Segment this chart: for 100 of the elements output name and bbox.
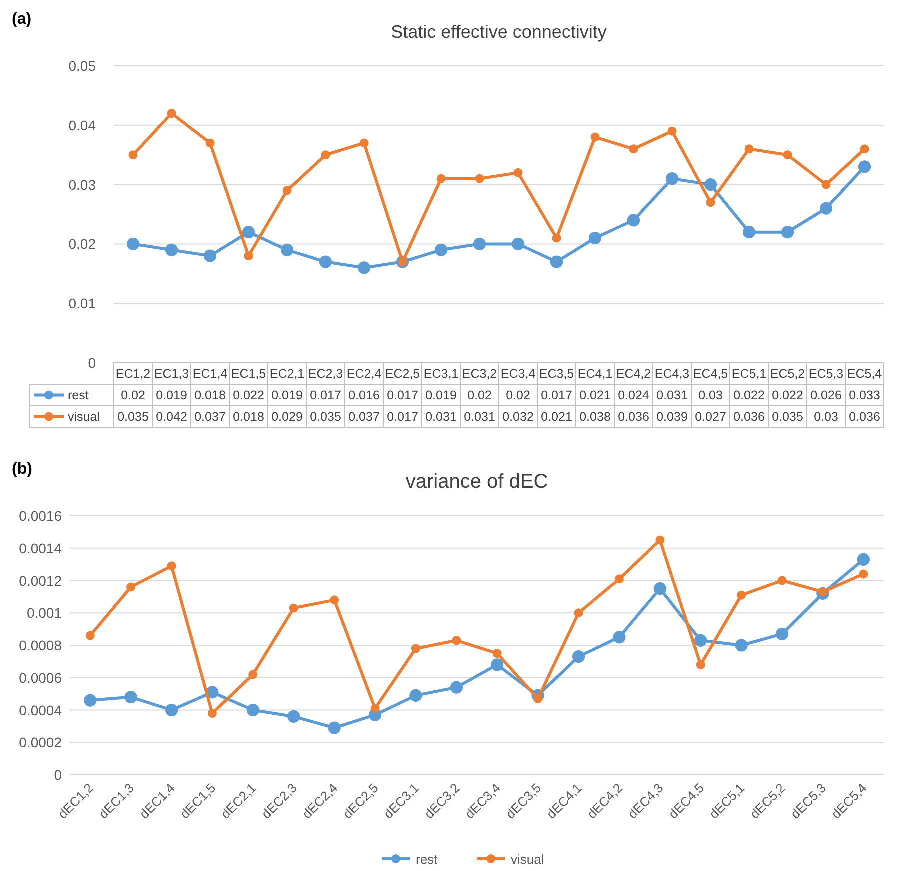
y-tick-label: 0.0012 bbox=[19, 572, 62, 589]
data-label: 0.029 bbox=[272, 410, 303, 424]
point bbox=[550, 256, 564, 268]
point bbox=[492, 649, 502, 658]
point bbox=[410, 689, 422, 702]
point bbox=[126, 238, 140, 250]
point bbox=[246, 704, 260, 717]
point bbox=[370, 704, 380, 714]
legend-label: visual bbox=[68, 410, 100, 424]
point bbox=[614, 574, 624, 584]
point bbox=[360, 138, 369, 148]
x-tick-label: EC4,1 bbox=[578, 367, 613, 381]
point bbox=[126, 582, 136, 592]
y-tick-label: 0 bbox=[54, 767, 62, 783]
y-tick-label: 0.0002 bbox=[19, 734, 62, 751]
data-label: 0.038 bbox=[580, 410, 611, 424]
point bbox=[783, 150, 792, 160]
data-label: 0.017 bbox=[387, 388, 418, 402]
data-label: 0.035 bbox=[772, 410, 804, 424]
point bbox=[627, 214, 640, 227]
point bbox=[491, 658, 504, 672]
point bbox=[704, 178, 718, 192]
y-tick-label: 0.02 bbox=[68, 236, 96, 252]
point bbox=[656, 536, 665, 545]
point bbox=[411, 644, 420, 654]
data-label: 0.03 bbox=[814, 410, 838, 424]
x-tick-label: EC2,5 bbox=[385, 367, 420, 381]
point bbox=[706, 198, 716, 208]
data-label: 0.042 bbox=[156, 410, 188, 424]
point bbox=[319, 256, 332, 268]
point bbox=[206, 138, 215, 148]
point bbox=[86, 631, 95, 640]
data-label: 0.016 bbox=[348, 388, 380, 402]
data-label: 0.024 bbox=[618, 388, 650, 402]
data-label: 0.026 bbox=[810, 388, 842, 402]
x-tick-label: EC4,2 bbox=[616, 367, 652, 381]
point bbox=[280, 244, 294, 256]
point bbox=[666, 172, 679, 186]
x-tick-label: EC2,3 bbox=[308, 367, 344, 381]
point bbox=[452, 636, 462, 646]
x-tick-label: EC5,4 bbox=[847, 367, 882, 381]
text: (b) bbox=[12, 461, 32, 478]
point bbox=[613, 631, 626, 644]
point bbox=[742, 226, 756, 239]
point bbox=[668, 126, 677, 136]
legend-label: visual bbox=[511, 852, 544, 867]
point bbox=[737, 590, 746, 600]
point bbox=[288, 710, 300, 724]
point bbox=[124, 691, 138, 704]
point bbox=[434, 244, 448, 256]
point bbox=[289, 604, 298, 613]
data-label: 0.031 bbox=[656, 388, 688, 402]
data-label: 0.027 bbox=[695, 410, 726, 424]
point bbox=[512, 238, 525, 250]
point bbox=[475, 174, 484, 184]
point bbox=[552, 234, 562, 243]
data-label: 0.019 bbox=[272, 388, 303, 402]
x-tick-label: EC3,4 bbox=[500, 367, 536, 381]
x-tick-label: EC1,3 bbox=[154, 367, 190, 381]
point bbox=[735, 639, 748, 652]
data-label: 0.036 bbox=[849, 410, 880, 424]
point bbox=[84, 694, 97, 707]
x-tick-label: EC3,1 bbox=[424, 367, 459, 381]
data-label: 0.033 bbox=[849, 388, 880, 402]
data-label: 0.022 bbox=[233, 388, 264, 402]
data-label: 0.035 bbox=[118, 410, 149, 424]
y-tick-label: 0.0016 bbox=[19, 508, 62, 524]
data-label: 0.032 bbox=[502, 410, 534, 424]
point bbox=[248, 670, 258, 680]
data-label: 0.02 bbox=[506, 388, 530, 402]
point bbox=[857, 553, 870, 566]
point bbox=[858, 160, 872, 174]
x-tick-label: EC1,2 bbox=[116, 367, 151, 381]
point bbox=[208, 708, 217, 718]
x-tick-label: EC2,1 bbox=[270, 367, 305, 381]
point bbox=[776, 628, 789, 640]
y-tick-label: 0.04 bbox=[68, 117, 96, 134]
legend-label: rest bbox=[416, 852, 438, 867]
data-label: 0.019 bbox=[426, 388, 457, 402]
point bbox=[167, 109, 176, 118]
chart-title: Static effective connectivity bbox=[391, 22, 607, 42]
x-tick-label: EC5,3 bbox=[808, 367, 844, 381]
point bbox=[328, 722, 341, 734]
y-tick-label: 0.01 bbox=[68, 296, 96, 312]
point bbox=[590, 132, 600, 142]
data-label: 0.019 bbox=[156, 388, 188, 402]
data-label: 0.036 bbox=[618, 410, 650, 424]
y-tick-label: 0.0008 bbox=[19, 638, 62, 654]
point bbox=[654, 582, 666, 596]
data-label: 0.031 bbox=[464, 410, 496, 424]
data-label: 0.039 bbox=[656, 410, 688, 424]
point bbox=[629, 144, 638, 154]
data-label: 0.017 bbox=[541, 388, 572, 402]
point bbox=[473, 238, 486, 250]
data-label: 0.018 bbox=[194, 388, 226, 402]
point bbox=[820, 202, 833, 215]
point bbox=[450, 681, 463, 694]
legend-label: rest bbox=[68, 388, 90, 402]
data-label: 0.037 bbox=[348, 410, 380, 424]
data-label: 0.017 bbox=[387, 410, 418, 424]
